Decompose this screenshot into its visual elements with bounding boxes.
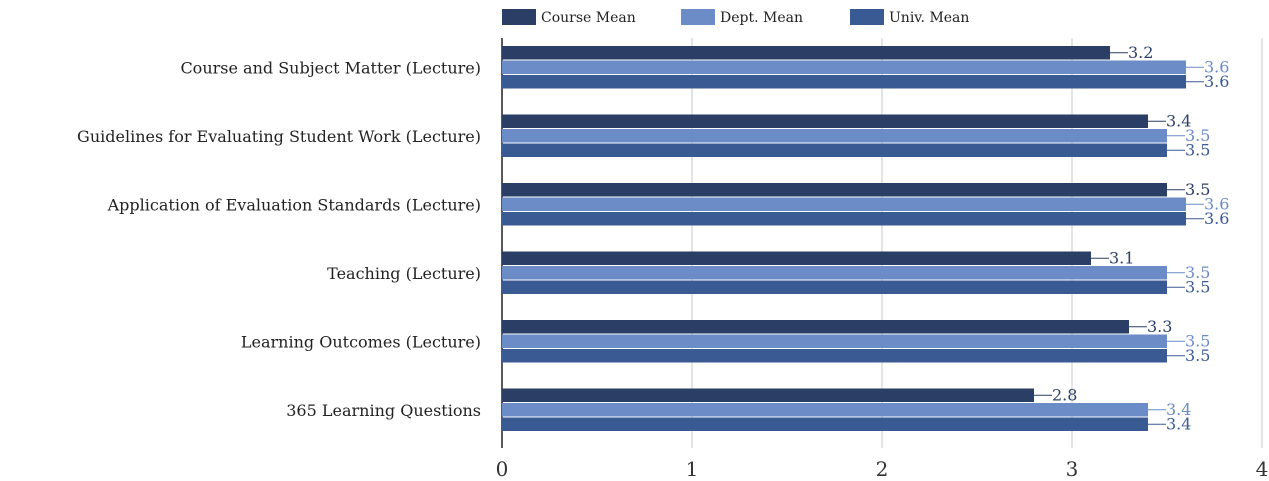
bar xyxy=(502,183,1167,197)
x-tick-label: 1 xyxy=(686,457,699,481)
legend-swatch xyxy=(850,9,884,25)
data-label: 3.3 xyxy=(1147,317,1172,336)
bar xyxy=(502,320,1129,334)
data-label: 2.8 xyxy=(1052,385,1077,404)
bar xyxy=(502,251,1091,265)
legend-label: Univ. Mean xyxy=(889,10,969,26)
data-label: 3.5 xyxy=(1185,346,1210,365)
bar xyxy=(502,197,1186,211)
data-label: 3.5 xyxy=(1185,331,1210,350)
data-label: 3.5 xyxy=(1185,180,1210,199)
bar xyxy=(502,129,1167,143)
bar xyxy=(502,280,1167,294)
x-tick-label: 3 xyxy=(1066,457,1079,481)
category-label: Learning Outcomes (Lecture) xyxy=(241,332,481,351)
category-label: 365 Learning Questions xyxy=(286,401,481,420)
category-labels: Course and Subject Matter (Lecture) Guide… xyxy=(77,58,481,420)
data-label: 3.1 xyxy=(1109,248,1134,267)
bar xyxy=(502,403,1148,417)
legend-label: Dept. Mean xyxy=(720,10,803,26)
category-label: Application of Evaluation Standards (Lec… xyxy=(107,195,481,214)
bar xyxy=(502,114,1148,128)
legend-label: Course Mean xyxy=(541,10,636,26)
data-label: 3.6 xyxy=(1204,209,1229,228)
data-label: 3.6 xyxy=(1204,194,1229,213)
data-label: 3.6 xyxy=(1204,57,1229,76)
data-label: 3.5 xyxy=(1185,277,1210,296)
bar xyxy=(502,60,1186,74)
data-label: 3.4 xyxy=(1166,400,1191,419)
category-label: Teaching (Lecture) xyxy=(327,264,481,283)
bar xyxy=(502,388,1034,402)
legend: Course Mean Dept. Mean Univ. Mean xyxy=(502,9,969,26)
data-label: 3.4 xyxy=(1166,414,1191,433)
bars xyxy=(502,46,1186,431)
bar xyxy=(502,417,1148,431)
data-label: 3.5 xyxy=(1185,126,1210,145)
data-label: 3.6 xyxy=(1204,72,1229,91)
data-labels: 3.23.63.63.43.53.53.53.63.63.13.53.53.33… xyxy=(1034,43,1229,433)
grid-lines xyxy=(501,38,1263,448)
data-label: 3.4 xyxy=(1166,111,1191,130)
x-tick-label: 4 xyxy=(1256,457,1269,481)
bar xyxy=(502,334,1167,348)
legend-swatch xyxy=(681,9,715,25)
legend-swatch xyxy=(502,9,536,25)
bar xyxy=(502,143,1167,157)
bar xyxy=(502,212,1186,226)
x-tick-label: 0 xyxy=(496,457,509,481)
category-label: Guidelines for Evaluating Student Work (… xyxy=(77,127,481,146)
bar xyxy=(502,46,1110,60)
x-axis-ticks: 0 1 2 3 4 xyxy=(496,457,1269,481)
bar xyxy=(502,75,1186,89)
data-label: 3.2 xyxy=(1128,43,1153,62)
bar xyxy=(502,349,1167,363)
x-tick-label: 2 xyxy=(876,457,889,481)
data-label: 3.5 xyxy=(1185,263,1210,282)
bar xyxy=(502,266,1167,280)
category-label: Course and Subject Matter (Lecture) xyxy=(180,58,481,77)
data-label: 3.5 xyxy=(1185,140,1210,159)
